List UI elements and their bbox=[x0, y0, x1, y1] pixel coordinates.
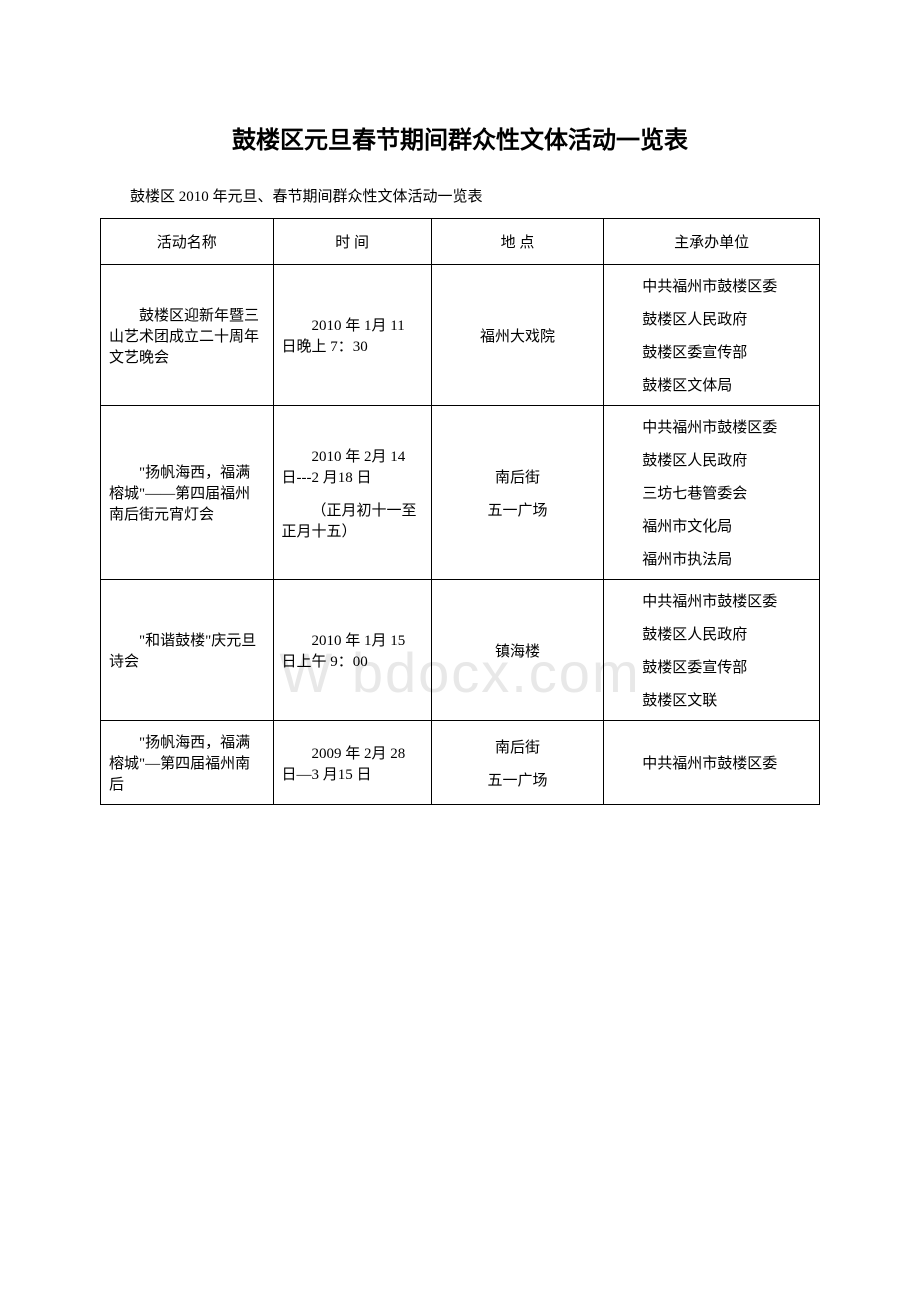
table-row: "和谐鼓楼"庆元旦诗会 2010 年 1月 15 日上午 9：00 镇海楼 中共… bbox=[101, 580, 820, 721]
table-row: "扬帆海西，福满榕城"—第四届福州南后 2009 年 2月 28 日—3 月15… bbox=[101, 721, 820, 805]
activities-table: 活动名称 时 间 地 点 主承办单位 鼓楼区迎新年暨三山艺术团成立二十周年文艺晚… bbox=[100, 218, 820, 805]
cell-organizer: 中共福州市鼓楼区委 鼓楼区人民政府 鼓楼区委宣传部 鼓楼区文体局 bbox=[604, 265, 820, 406]
cell-name: "和谐鼓楼"庆元旦诗会 bbox=[101, 580, 274, 721]
header-organizer: 主承办单位 bbox=[604, 219, 820, 265]
subtitle: 鼓楼区 2010 年元旦、春节期间群众性文体活动一览表 bbox=[100, 185, 820, 206]
cell-time: 2009 年 2月 28 日—3 月15 日 bbox=[273, 721, 431, 805]
cell-time: 2010 年 1月 11 日晚上 7：30 bbox=[273, 265, 431, 406]
cell-name: "扬帆海西，福满榕城"—第四届福州南后 bbox=[101, 721, 274, 805]
page-title: 鼓楼区元旦春节期间群众性文体活动一览表 bbox=[100, 120, 820, 155]
cell-name: 鼓楼区迎新年暨三山艺术团成立二十周年文艺晚会 bbox=[101, 265, 274, 406]
cell-time: 2010 年 1月 15 日上午 9：00 bbox=[273, 580, 431, 721]
table-body: 鼓楼区迎新年暨三山艺术团成立二十周年文艺晚会 2010 年 1月 11 日晚上 … bbox=[101, 265, 820, 805]
cell-place: 镇海楼 bbox=[431, 580, 604, 721]
cell-organizer: 中共福州市鼓楼区委 鼓楼区人民政府 三坊七巷管委会 福州市文化局 福州市执法局 bbox=[604, 406, 820, 580]
header-name: 活动名称 bbox=[101, 219, 274, 265]
header-time: 时 间 bbox=[273, 219, 431, 265]
cell-organizer: 中共福州市鼓楼区委 bbox=[604, 721, 820, 805]
header-place: 地 点 bbox=[431, 219, 604, 265]
cell-place: 福州大戏院 bbox=[431, 265, 604, 406]
cell-time: 2010 年 2月 14 日---2 月18 日 （正月初十一至正月十五） bbox=[273, 406, 431, 580]
cell-name: "扬帆海西，福满榕城"——第四届福州南后街元宵灯会 bbox=[101, 406, 274, 580]
cell-place: 南后街 五一广场 bbox=[431, 721, 604, 805]
table-row: 鼓楼区迎新年暨三山艺术团成立二十周年文艺晚会 2010 年 1月 11 日晚上 … bbox=[101, 265, 820, 406]
cell-organizer: 中共福州市鼓楼区委 鼓楼区人民政府 鼓楼区委宣传部 鼓楼区文联 bbox=[604, 580, 820, 721]
cell-place: 南后街 五一广场 bbox=[431, 406, 604, 580]
table-row: "扬帆海西，福满榕城"——第四届福州南后街元宵灯会 2010 年 2月 14 日… bbox=[101, 406, 820, 580]
table-header-row: 活动名称 时 间 地 点 主承办单位 bbox=[101, 219, 820, 265]
